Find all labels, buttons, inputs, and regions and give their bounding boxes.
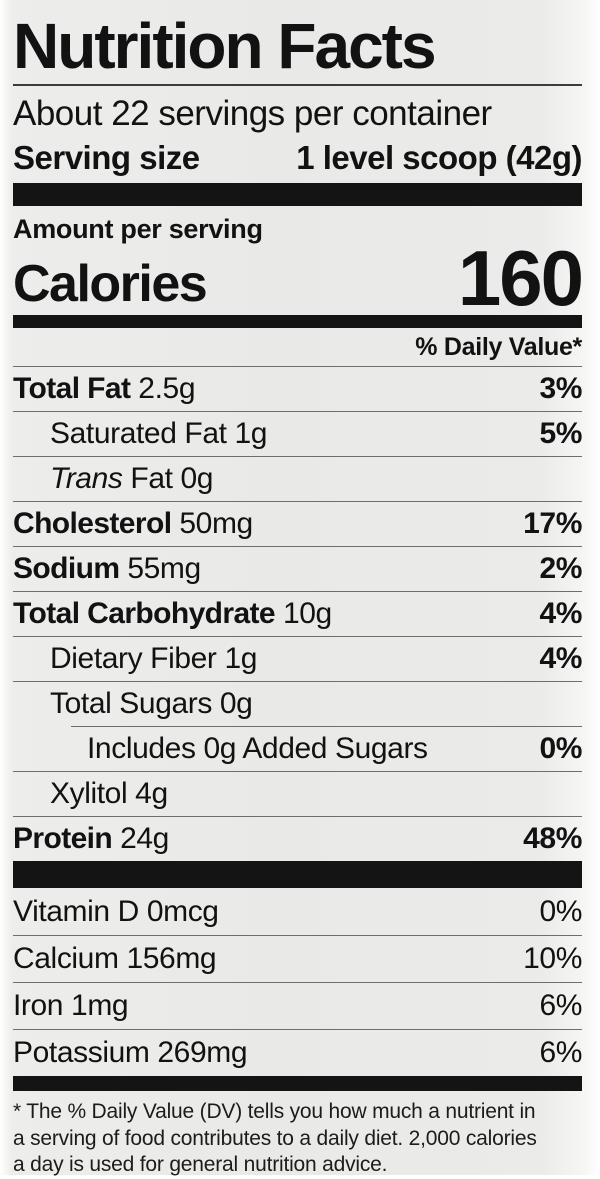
nutrient-rows: Total Fat 2.5g 3% Saturated Fat 1g 5% Trans …	[13, 366, 582, 861]
daily-value-percent: 4%	[539, 641, 582, 675]
nutrient-row: Includes 0g Added Sugars 0%	[13, 726, 582, 771]
daily-value-percent: 3%	[539, 371, 582, 405]
nutrient-row: Saturated Fat 1g 5%	[13, 411, 582, 456]
nutrient-name: Sodium 55mg	[13, 551, 201, 585]
nutrient-name: Potassium 269mg	[13, 1035, 248, 1069]
nutrient-name: Calcium 156mg	[13, 941, 217, 975]
daily-value-header: % Daily Value*	[415, 333, 582, 361]
vitamin-row: Calcium 156mg 10%	[13, 935, 582, 982]
nutrient-row: Cholesterol 50mg 17%	[13, 501, 582, 546]
label-title: Nutrition Facts	[13, 10, 437, 82]
daily-value-percent: 17%	[523, 506, 582, 540]
nutrient-row: Total Fat 2.5g 3%	[13, 366, 582, 411]
nutrient-row: Sodium 55mg 2%	[13, 546, 582, 591]
daily-value-percent: 0%	[539, 731, 582, 765]
nutrient-name: Iron 1mg	[13, 988, 129, 1022]
daily-value-percent: 5%	[539, 416, 582, 450]
daily-value-percent: 6%	[539, 988, 582, 1022]
daily-value-percent: 48%	[523, 821, 582, 855]
divider-bar-thick-protein	[13, 861, 582, 888]
daily-value-footnote: * The % Daily Value (DV) tells you how m…	[13, 1091, 582, 1179]
nutrient-name: Dietary Fiber 1g	[50, 641, 258, 675]
nutrient-row: Protein 24g 48%	[13, 816, 582, 861]
serving-size-label: Serving size	[13, 139, 200, 176]
amount-per-serving-label: Amount per serving	[13, 214, 263, 244]
nutrient-row: Dietary Fiber 1g 4%	[13, 636, 582, 681]
daily-value-percent: 6%	[539, 1035, 582, 1069]
title-divider	[13, 84, 582, 86]
daily-value-percent: 2%	[539, 551, 582, 585]
nutrient-name: Vitamin D 0mcg	[13, 894, 219, 928]
footnote-line: a day is used for general nutrition advi…	[13, 1153, 388, 1176]
vitamin-row: Vitamin D 0mcg 0%	[13, 888, 582, 935]
vitamin-mineral-rows: Vitamin D 0mcg 0% Calcium 156mg 10% Iron 1mg…	[13, 888, 582, 1076]
daily-value-percent: 0%	[539, 894, 582, 928]
calories-value: 160	[457, 234, 584, 323]
nutrient-row: Total Carbohydrate 10g 4%	[13, 591, 582, 636]
nutrient-name: Total Fat 2.5g	[13, 371, 196, 405]
divider-bar-medium-bottom	[13, 1076, 582, 1091]
nutrient-name: Xylitol 4g	[50, 776, 168, 810]
vitamin-row: Potassium 269mg 6%	[13, 1029, 582, 1076]
nutrient-name: Total Sugars 0g	[50, 686, 253, 720]
calories-label: Calories	[13, 254, 208, 313]
nutrient-name: Includes 0g Added Sugars	[87, 731, 428, 765]
daily-value-percent: 10%	[523, 941, 582, 975]
footnote-line: * The % Daily Value (DV) tells you how m…	[13, 1100, 536, 1123]
serving-size-value: 1 level scoop (42g)	[296, 139, 582, 176]
servings-per-container: About 22 servings per container	[13, 94, 492, 133]
divider-bar-medium-calories	[13, 315, 582, 328]
nutrient-row: Trans Fat 0g	[13, 456, 582, 501]
nutrient-name: Trans Fat 0g	[50, 461, 214, 495]
divider-bar-thick-top	[13, 183, 582, 206]
calories-row: Calories 160	[13, 234, 584, 323]
nutrient-row: Xylitol 4g	[13, 771, 582, 816]
nutrient-name: Cholesterol 50mg	[13, 506, 253, 540]
nutrient-name: Protein 24g	[13, 821, 169, 855]
nutrient-row: Total Sugars 0g	[13, 681, 582, 726]
nutrient-name: Saturated Fat 1g	[50, 416, 268, 450]
serving-size-row: Serving size 1 level scoop (42g)	[13, 136, 582, 180]
footnote-line: a serving of food contributes to a daily…	[13, 1126, 537, 1150]
vitamin-row: Iron 1mg 6%	[13, 982, 582, 1029]
daily-value-percent: 4%	[539, 596, 582, 630]
nutrient-name: Total Carbohydrate 10g	[13, 596, 332, 630]
